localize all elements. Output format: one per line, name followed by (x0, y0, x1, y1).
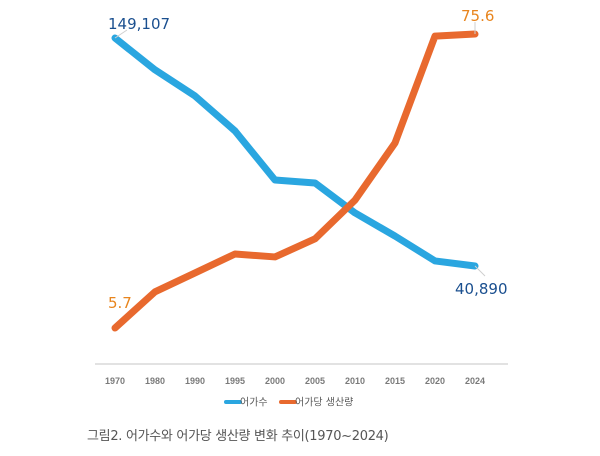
data-labels: 149,107 40,890 5.7 75.6 (108, 7, 508, 312)
data-label-households-1970: 149,107 (108, 15, 170, 33)
leader-line (114, 29, 128, 39)
x-tick-label: 2015 (385, 376, 405, 386)
leader-line (474, 265, 486, 277)
x-tick-label: 2005 (305, 376, 325, 386)
series-lines (111, 30, 479, 332)
legend: 어가수 어가당 생산량 (224, 397, 353, 409)
legend-label-households: 어가수 (240, 397, 268, 409)
legend-label-production: 어가당 생산량 (295, 397, 353, 409)
x-tick-label: 1995 (225, 376, 245, 386)
series-line-fishing-households (111, 34, 479, 270)
data-label-households-2024: 40,890 (455, 280, 508, 298)
series-line-production-per-household (111, 30, 479, 332)
x-tick-label: 2024 (465, 376, 485, 386)
x-tick-label: 1970 (105, 376, 125, 386)
x-axis-ticks: 1970 1980 1990 1995 2000 2005 2010 2015 2020 2024 (105, 376, 485, 386)
data-label-production-2024: 75.6 (461, 7, 494, 25)
x-tick-label: 1990 (185, 376, 205, 386)
x-tick-label: 1980 (145, 376, 165, 386)
x-tick-label: 2010 (345, 376, 365, 386)
x-tick-label: 2000 (265, 376, 285, 386)
data-label-production-1970: 5.7 (108, 294, 132, 312)
x-tick-label: 2020 (425, 376, 445, 386)
figure-caption: 그림2. 어가수와 어가당 생산량 변화 추이(1970~2024) (87, 429, 389, 444)
